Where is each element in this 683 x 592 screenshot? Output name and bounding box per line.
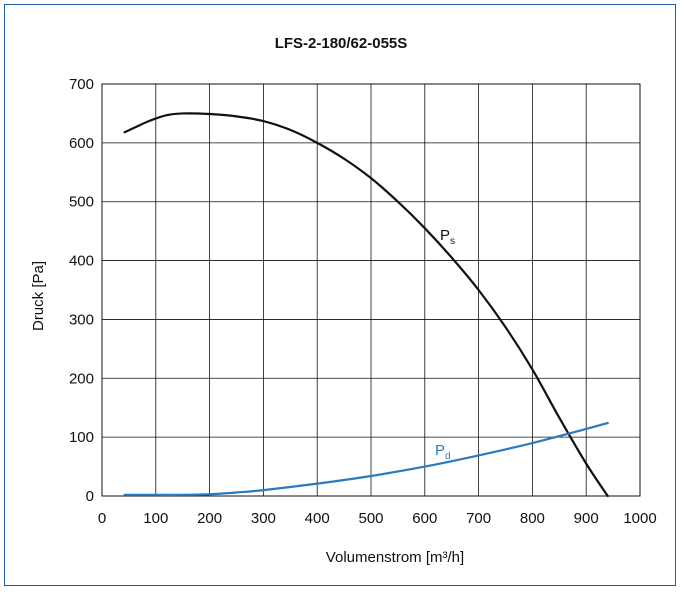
y-tick-label: 200 <box>69 370 94 387</box>
y-axis-label: Druck [Pa] <box>30 261 47 331</box>
y-tick-label: 500 <box>69 194 94 211</box>
x-tick-label: 900 <box>574 510 599 527</box>
x-axis-label: Volumenstrom [m³/h] <box>326 549 464 566</box>
x-tick-label: 600 <box>412 510 437 527</box>
y-tick-label: 600 <box>69 135 94 152</box>
y-tick-label: 400 <box>69 253 94 270</box>
grid <box>101 83 641 497</box>
x-tick-label: 300 <box>251 510 276 527</box>
x-axis-ticks: 0 100 200 300 400 500 600 700 800 900 1000 <box>98 510 657 527</box>
series-label-pd: Pd <box>435 442 451 462</box>
chart-title: LFS-2-180/62-055S <box>275 35 408 52</box>
y-tick-label: 0 <box>86 488 94 505</box>
x-tick-label: 500 <box>358 510 383 527</box>
chart-frame <box>4 4 676 586</box>
series-group: Ps Pd <box>123 112 609 498</box>
plot-border <box>101 83 641 497</box>
y-tick-label: 700 <box>69 76 94 93</box>
x-tick-label: 1000 <box>623 510 656 527</box>
y-tick-label: 100 <box>69 429 94 446</box>
x-tick-label: 800 <box>520 510 545 527</box>
x-tick-label: 700 <box>466 510 491 527</box>
x-tick-label: 400 <box>305 510 330 527</box>
series-label-ps: Ps <box>440 227 455 247</box>
y-axis-ticks: 0 100 200 300 400 500 600 700 <box>69 76 94 505</box>
x-tick-label: 0 <box>98 510 106 527</box>
series-line-ps <box>123 112 609 498</box>
y-tick-label: 300 <box>69 311 94 328</box>
x-tick-label: 200 <box>197 510 222 527</box>
series-line-pd <box>123 421 609 496</box>
x-tick-label: 100 <box>143 510 168 527</box>
